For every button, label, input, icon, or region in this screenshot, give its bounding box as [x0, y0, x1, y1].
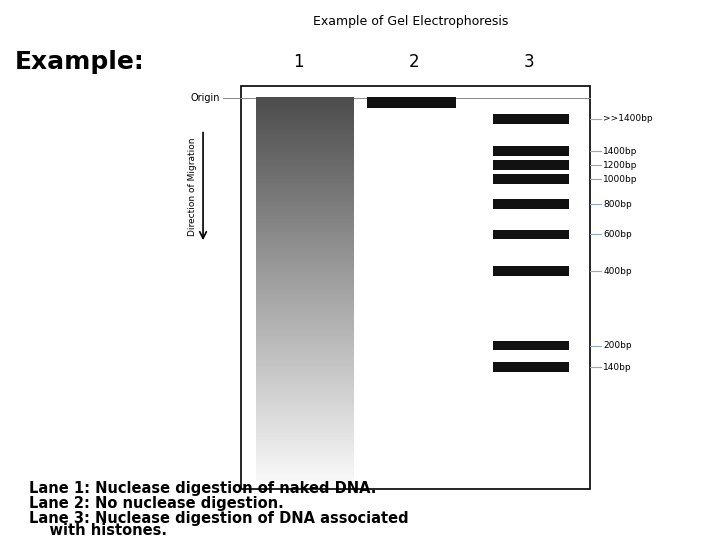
Bar [241, 86, 590, 489]
Text: 200bp: 200bp [603, 341, 632, 350]
Bar [493, 266, 569, 276]
Text: 400bp: 400bp [603, 267, 632, 275]
Text: Example of Gel Electrophoresis: Example of Gel Electrophoresis [312, 15, 508, 28]
Text: 1000bp: 1000bp [603, 175, 638, 184]
Bar [493, 362, 569, 372]
Text: 2: 2 [409, 53, 419, 71]
Text: 1200bp: 1200bp [603, 161, 638, 170]
Text: Lane 1: Nuclease digestion of naked DNA.: Lane 1: Nuclease digestion of naked DNA. [29, 481, 376, 496]
Bar [493, 341, 569, 350]
Text: 600bp: 600bp [603, 230, 632, 239]
Bar [493, 174, 569, 184]
Text: Origin: Origin [190, 93, 220, 103]
Bar [493, 114, 569, 124]
Bar [493, 230, 569, 239]
Text: Example:: Example: [14, 50, 144, 74]
Bar [367, 97, 456, 108]
Bar [493, 160, 569, 170]
Text: with histones.: with histones. [29, 523, 167, 538]
Text: 1400bp: 1400bp [603, 147, 638, 156]
Text: 800bp: 800bp [603, 200, 632, 208]
Bar [493, 199, 569, 209]
Text: >>1400bp: >>1400bp [603, 114, 653, 123]
Text: 1: 1 [294, 53, 304, 71]
Bar [493, 146, 569, 156]
Text: 3: 3 [524, 53, 534, 71]
Text: 140bp: 140bp [603, 363, 632, 372]
Text: Lane 3: Nuclease digestion of DNA associated: Lane 3: Nuclease digestion of DNA associ… [29, 511, 408, 526]
Text: Lane 2: No nuclease digestion.: Lane 2: No nuclease digestion. [29, 496, 284, 511]
Text: Direction of Migration: Direction of Migration [188, 137, 197, 235]
